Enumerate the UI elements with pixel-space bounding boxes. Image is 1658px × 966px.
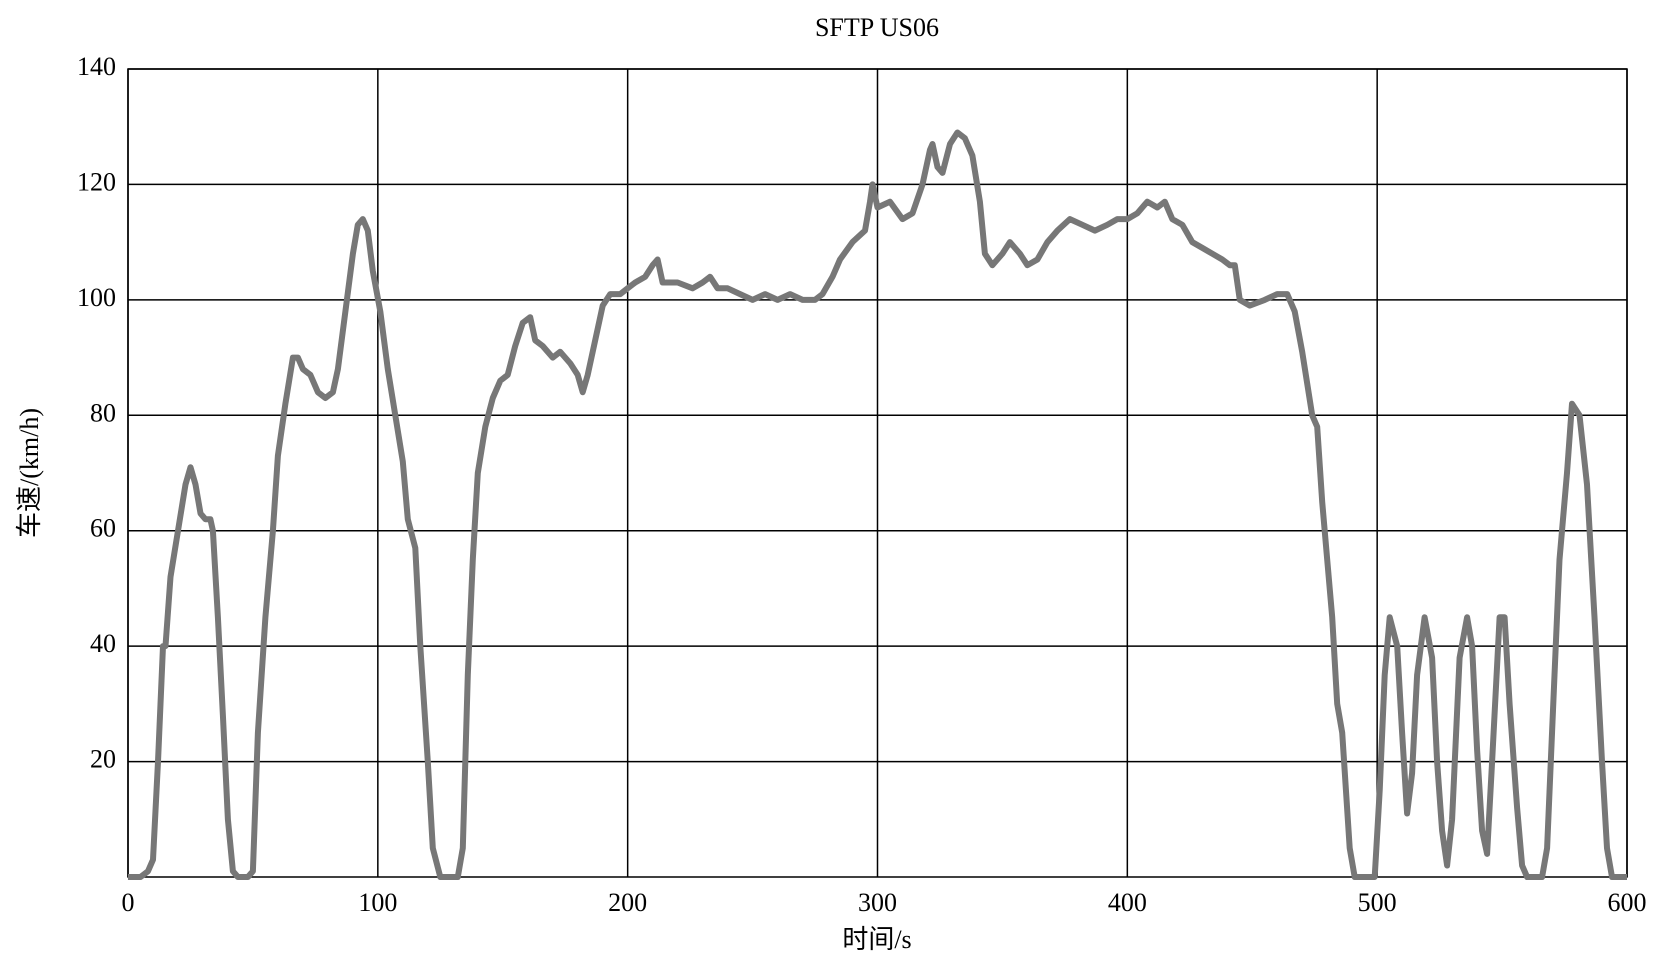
x-tick-label: 100 [358, 888, 397, 917]
x-tick-label: 500 [1358, 888, 1397, 917]
y-tick-label: 80 [90, 398, 116, 427]
x-axis-label: 时间/s [842, 925, 911, 954]
y-axis-label: 车速/(km/h) [15, 408, 44, 538]
y-tick-label: 40 [90, 629, 116, 658]
y-tick-label: 20 [90, 745, 116, 774]
y-tick-label: 120 [77, 167, 116, 196]
x-tick-label: 300 [858, 888, 897, 917]
x-tick-label: 200 [608, 888, 647, 917]
y-tick-label: 100 [77, 283, 116, 312]
x-tick-label: 400 [1108, 888, 1147, 917]
x-tick-label: 0 [122, 888, 135, 917]
x-tick-label: 600 [1608, 888, 1647, 917]
data-line [128, 129, 1627, 880]
y-tick-label: 140 [77, 52, 116, 81]
y-tick-label: 60 [90, 514, 116, 543]
chart-title: SFTP US06 [815, 13, 939, 42]
